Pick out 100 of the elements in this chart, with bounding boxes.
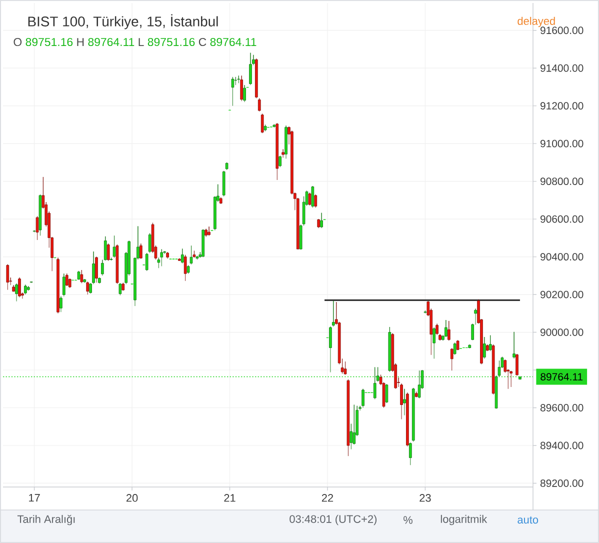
candlestick (184, 254, 187, 282)
text: 03:48:01 (UTC+2) (290, 514, 377, 526)
candlestick (237, 75, 240, 84)
candlestick (106, 243, 110, 262)
candlestick (56, 258, 60, 314)
candlestick (450, 348, 454, 371)
candlestick (65, 273, 68, 286)
candlestick (424, 310, 427, 314)
candlestick (116, 244, 119, 284)
candlestick (249, 52, 252, 86)
candlestick (225, 162, 228, 170)
candlestick (202, 229, 205, 258)
candlestick (36, 216, 39, 240)
candlestick (62, 273, 66, 297)
y-tick-label: 90400.00 (540, 253, 584, 260)
candlestick (80, 270, 84, 284)
candlestick (329, 326, 332, 372)
candlestick (418, 370, 421, 399)
candlestick (178, 258, 181, 262)
y-tick-label: 89400.00 (540, 442, 584, 450)
candlestick (317, 218, 320, 228)
candlestick (486, 344, 489, 352)
y-tick-label: 90000.00 (540, 328, 584, 336)
candlestick (38, 194, 42, 236)
candlestick (438, 334, 442, 341)
candlestick (264, 124, 267, 132)
candlestick (6, 264, 10, 290)
candlestick (258, 98, 261, 112)
x-tick-label: 22 (322, 494, 334, 502)
candlestick (118, 282, 122, 296)
x-tick-label: 17 (29, 494, 40, 502)
candlestick (95, 256, 98, 283)
candlestick (447, 320, 450, 341)
candlestick (112, 235, 116, 258)
candlestick (385, 384, 388, 404)
y-tick-label: 89600.00 (540, 404, 584, 412)
candlestick (240, 75, 244, 102)
y-tick-label: 91000.00 (540, 140, 584, 148)
candlestick (311, 186, 314, 208)
candlestick (60, 296, 62, 312)
y-tick-label: 90200.00 (540, 290, 584, 298)
candlestick (166, 252, 169, 259)
candlestick (436, 324, 438, 336)
candlestick (332, 300, 335, 327)
candlestick (26, 286, 30, 291)
candlestick (180, 248, 184, 264)
candlestick (272, 124, 276, 128)
text: Tarih Aralığı (17, 514, 75, 526)
candlestick (488, 335, 492, 352)
x-tick-label: 23 (420, 494, 431, 502)
candlestick (148, 232, 152, 254)
candlestick (412, 388, 415, 442)
candlestick (24, 284, 27, 295)
candlestick (204, 228, 208, 238)
candlestick (160, 249, 164, 266)
candlestick (255, 58, 258, 99)
candlestick (140, 243, 142, 259)
candlestick (468, 344, 472, 349)
candlestick (406, 392, 409, 447)
candlestick (432, 327, 436, 359)
candlestick (276, 122, 279, 180)
candlestick (104, 236, 107, 261)
candlestick (243, 84, 246, 102)
candlestick (362, 388, 364, 408)
candlestick (308, 192, 312, 206)
y-tick-label: 91200.00 (540, 102, 584, 110)
candlestick (83, 278, 86, 284)
y-tick-label: 91400.00 (540, 64, 584, 72)
x-tick-label: 20 (126, 494, 138, 502)
candlestick (453, 342, 456, 356)
candlestick (278, 156, 282, 168)
y-tick-label: 89200.00 (540, 480, 584, 487)
candlestick (282, 149, 284, 158)
text: auto (518, 516, 538, 524)
candlestick (516, 354, 518, 376)
candlestick (284, 125, 288, 159)
text: % (404, 516, 412, 524)
candlestick (77, 270, 80, 280)
candlestick (344, 361, 347, 375)
candlestick (110, 258, 113, 261)
candlestick (186, 265, 190, 274)
candlestick (122, 282, 125, 291)
candlestick (231, 76, 234, 106)
candlestick (208, 226, 210, 236)
candlestick (299, 224, 302, 250)
candlestick (18, 277, 21, 298)
text: BIST 100, Türkiye, 15, İstanbul (28, 14, 218, 30)
candlestick (98, 277, 101, 284)
candlestick (260, 114, 264, 134)
candlestick (414, 391, 418, 398)
y-tick-label: 90600.00 (540, 215, 584, 223)
candlestick (101, 260, 104, 276)
candlestick (403, 388, 406, 416)
text: O 89751.16 H 89764.11 L 89751.16 C 89764.11 (14, 38, 256, 46)
candlestick (408, 442, 412, 466)
candlestick (192, 250, 196, 258)
x-tick-label: 21 (224, 494, 236, 502)
y-tick-label: 90800.00 (540, 178, 584, 186)
candlestick (510, 370, 512, 388)
candlestick (196, 256, 199, 260)
